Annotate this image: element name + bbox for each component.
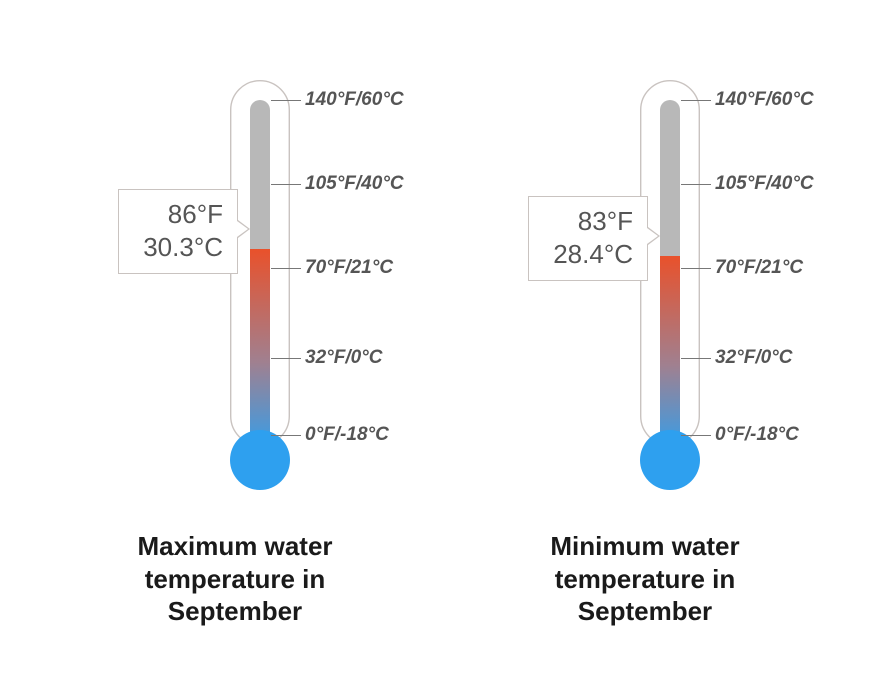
scale-tick-label: 0°F/-18°C	[305, 424, 389, 446]
scale-tick	[271, 358, 301, 359]
thermometer-fill	[660, 256, 680, 455]
thermometer-fill	[250, 249, 270, 455]
scale-tick	[271, 268, 301, 269]
scale-tick-label: 70°F/21°C	[715, 257, 803, 279]
scale-tick-label: 105°F/40°C	[305, 173, 404, 195]
scale-tick	[681, 100, 711, 101]
value-celsius: 28.4°C	[543, 238, 633, 271]
scale-tick-label: 140°F/60°C	[305, 89, 404, 111]
value-callout: 86°F30.3°C	[118, 189, 238, 274]
scale-tick-label: 32°F/0°C	[305, 347, 383, 369]
scale-tick	[681, 184, 711, 185]
thermometer-max: 140°F/60°C 105°F/40°C 70°F/21°C 32°F/0°C 0°F…	[55, 80, 415, 520]
value-celsius: 30.3°C	[133, 231, 223, 264]
scale-tick	[681, 358, 711, 359]
scale-tick-label: 32°F/0°C	[715, 347, 793, 369]
caption-min: Minimum water temperature in September	[485, 530, 805, 628]
scale-tick-label: 105°F/40°C	[715, 173, 814, 195]
callout-pointer-fill	[237, 221, 248, 237]
scale-tick	[681, 435, 711, 436]
scale-tick	[271, 184, 301, 185]
scale-tick-label: 140°F/60°C	[715, 89, 814, 111]
thermometer-block-min: 140°F/60°C 105°F/40°C 70°F/21°C 32°F/0°C 0°F…	[440, 80, 850, 628]
caption-max: Maximum water temperature in September	[75, 530, 395, 628]
scale-tick	[271, 435, 301, 436]
value-fahrenheit: 86°F	[133, 198, 223, 231]
callout-pointer-fill	[647, 228, 658, 244]
value-callout: 83°F28.4°C	[528, 196, 648, 281]
thermometer-block-max: 140°F/60°C 105°F/40°C 70°F/21°C 32°F/0°C 0°F…	[30, 80, 440, 628]
thermometer-bulb	[640, 430, 700, 490]
value-fahrenheit: 83°F	[543, 205, 633, 238]
scale-tick-label: 70°F/21°C	[305, 257, 393, 279]
thermometer-min: 140°F/60°C 105°F/40°C 70°F/21°C 32°F/0°C 0°F…	[465, 80, 825, 520]
scale-tick-label: 0°F/-18°C	[715, 424, 799, 446]
scale-tick	[271, 100, 301, 101]
scale-tick	[681, 268, 711, 269]
thermometer-bulb	[230, 430, 290, 490]
